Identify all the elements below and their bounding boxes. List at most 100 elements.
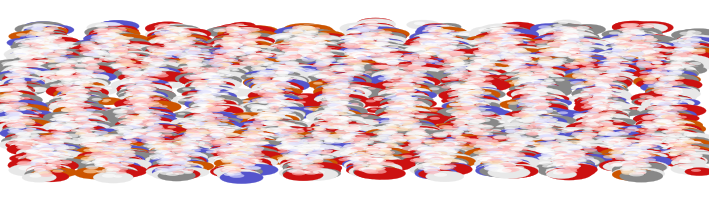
Circle shape bbox=[144, 104, 153, 106]
Circle shape bbox=[358, 146, 392, 156]
Circle shape bbox=[212, 147, 245, 156]
Circle shape bbox=[474, 59, 485, 62]
Circle shape bbox=[143, 55, 182, 66]
Circle shape bbox=[661, 149, 702, 160]
Circle shape bbox=[200, 97, 243, 109]
Circle shape bbox=[565, 32, 578, 35]
Circle shape bbox=[134, 89, 174, 101]
Circle shape bbox=[146, 60, 174, 69]
Circle shape bbox=[471, 144, 511, 155]
Circle shape bbox=[101, 151, 113, 155]
Circle shape bbox=[527, 112, 542, 116]
Circle shape bbox=[14, 49, 26, 52]
Circle shape bbox=[451, 99, 490, 110]
Circle shape bbox=[586, 104, 614, 112]
Circle shape bbox=[668, 124, 698, 133]
Circle shape bbox=[592, 103, 607, 108]
Circle shape bbox=[148, 68, 159, 70]
Circle shape bbox=[192, 82, 203, 85]
Circle shape bbox=[445, 150, 457, 154]
Circle shape bbox=[642, 78, 657, 82]
Circle shape bbox=[230, 153, 267, 164]
Circle shape bbox=[615, 45, 630, 49]
Circle shape bbox=[562, 159, 595, 169]
Circle shape bbox=[593, 127, 603, 130]
Circle shape bbox=[420, 35, 429, 38]
Circle shape bbox=[240, 37, 272, 46]
Circle shape bbox=[7, 67, 22, 71]
Circle shape bbox=[600, 131, 625, 138]
Circle shape bbox=[281, 146, 322, 157]
Circle shape bbox=[378, 66, 391, 70]
Circle shape bbox=[31, 80, 38, 82]
Circle shape bbox=[522, 75, 552, 83]
Circle shape bbox=[196, 122, 208, 125]
Circle shape bbox=[361, 33, 373, 36]
Circle shape bbox=[208, 54, 244, 63]
Circle shape bbox=[496, 116, 503, 118]
Circle shape bbox=[449, 114, 479, 122]
Circle shape bbox=[247, 135, 260, 138]
Circle shape bbox=[446, 134, 489, 147]
Circle shape bbox=[350, 141, 374, 148]
Circle shape bbox=[666, 77, 676, 80]
Circle shape bbox=[417, 131, 427, 134]
Circle shape bbox=[527, 104, 542, 108]
Circle shape bbox=[6, 61, 42, 71]
Circle shape bbox=[189, 56, 216, 64]
Circle shape bbox=[129, 87, 142, 90]
Circle shape bbox=[654, 64, 662, 67]
Circle shape bbox=[214, 55, 222, 57]
Circle shape bbox=[612, 145, 644, 154]
Circle shape bbox=[408, 64, 418, 67]
Circle shape bbox=[393, 75, 403, 78]
Circle shape bbox=[479, 57, 512, 66]
Circle shape bbox=[670, 88, 683, 92]
Circle shape bbox=[449, 93, 492, 105]
Circle shape bbox=[42, 82, 79, 92]
Circle shape bbox=[222, 154, 235, 158]
Circle shape bbox=[591, 108, 601, 111]
Circle shape bbox=[657, 104, 669, 108]
Circle shape bbox=[576, 86, 605, 95]
Circle shape bbox=[272, 137, 314, 149]
Circle shape bbox=[293, 155, 308, 159]
Circle shape bbox=[70, 49, 113, 61]
Circle shape bbox=[129, 95, 171, 107]
Circle shape bbox=[76, 119, 104, 127]
Circle shape bbox=[201, 90, 212, 93]
Circle shape bbox=[352, 23, 396, 35]
Circle shape bbox=[164, 44, 179, 49]
Circle shape bbox=[67, 89, 79, 93]
Circle shape bbox=[522, 97, 565, 109]
Circle shape bbox=[221, 144, 247, 151]
Circle shape bbox=[313, 124, 346, 133]
Circle shape bbox=[28, 157, 66, 167]
Circle shape bbox=[489, 165, 505, 169]
Circle shape bbox=[574, 29, 585, 32]
Circle shape bbox=[230, 142, 242, 145]
Circle shape bbox=[570, 36, 579, 39]
Circle shape bbox=[38, 157, 69, 166]
Circle shape bbox=[323, 59, 334, 62]
Circle shape bbox=[124, 127, 164, 138]
Circle shape bbox=[315, 147, 325, 150]
Circle shape bbox=[637, 59, 644, 61]
Circle shape bbox=[506, 24, 520, 28]
Circle shape bbox=[299, 29, 329, 38]
Circle shape bbox=[602, 74, 615, 78]
Circle shape bbox=[203, 132, 245, 144]
Circle shape bbox=[103, 164, 118, 168]
Circle shape bbox=[259, 114, 269, 117]
Circle shape bbox=[397, 107, 408, 110]
Circle shape bbox=[203, 88, 214, 91]
Circle shape bbox=[459, 76, 502, 88]
Circle shape bbox=[584, 92, 611, 100]
Circle shape bbox=[656, 71, 671, 76]
Circle shape bbox=[59, 153, 71, 156]
Circle shape bbox=[657, 67, 667, 70]
Circle shape bbox=[623, 156, 634, 160]
Circle shape bbox=[166, 30, 175, 33]
Circle shape bbox=[459, 117, 471, 120]
Circle shape bbox=[193, 114, 206, 118]
